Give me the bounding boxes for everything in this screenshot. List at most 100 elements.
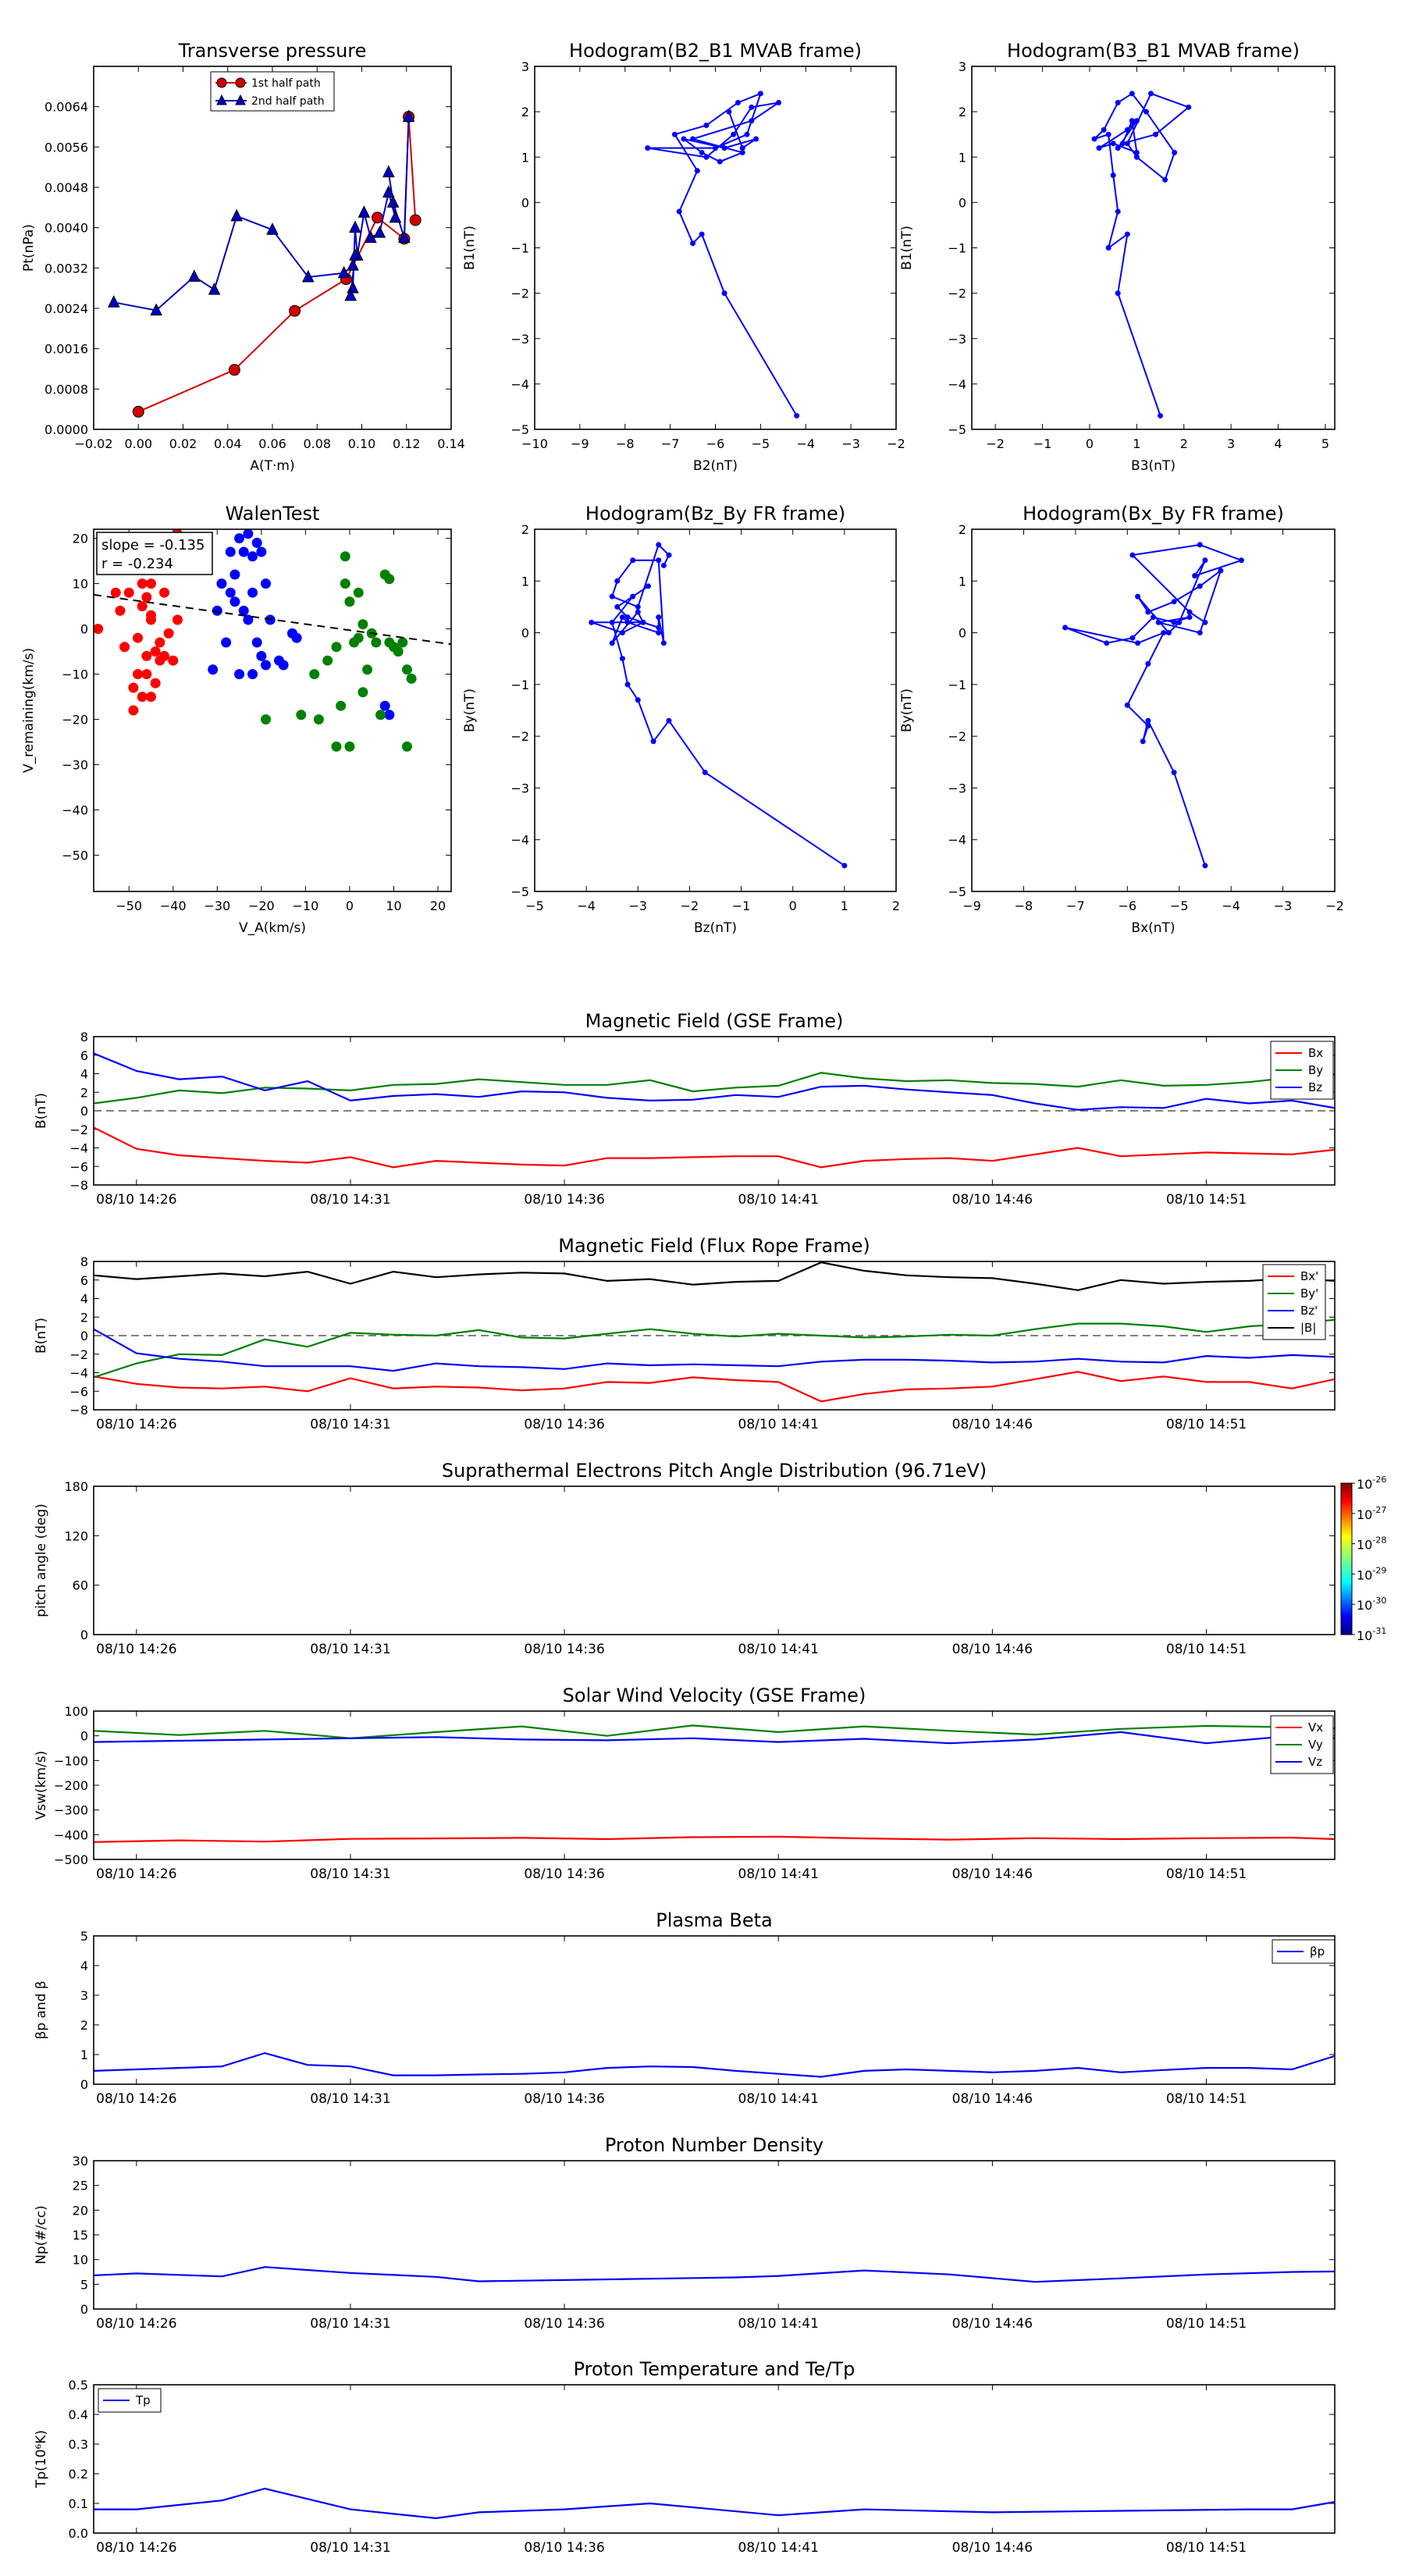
x-tick-label: −10: [521, 436, 548, 451]
y-tick-label: 10: [73, 2253, 88, 2268]
data-point: [132, 405, 144, 418]
y-tick-label: 0.3: [69, 2437, 88, 2452]
legend: Bx By Bz: [1270, 1041, 1334, 1100]
y-tick-label: −3: [948, 332, 966, 347]
hodogram-line: [647, 92, 798, 417]
chart-title: Magnetic Field (Flux Rope Frame): [558, 1235, 870, 1257]
data-point: [375, 710, 386, 720]
data-point: [402, 109, 415, 123]
y-axis-label: Tp(10⁶K): [34, 2430, 49, 2489]
y-tick-label: −2: [510, 729, 529, 744]
y-tick-label: −200: [54, 1778, 88, 1793]
legend: Tp: [98, 2388, 162, 2413]
data-point: [703, 123, 710, 129]
x-tick-label: 0.12: [393, 436, 421, 451]
data-point: [1145, 660, 1151, 667]
y-tick-label: −2: [69, 1123, 88, 1137]
data-point: [331, 642, 342, 653]
data-point: [243, 529, 254, 539]
data-point: [155, 655, 165, 666]
data-point: [1171, 619, 1177, 625]
data-point: [640, 619, 646, 625]
y-tick-label: −500: [54, 1852, 88, 1867]
x-tick-label: −3: [1274, 898, 1293, 913]
x-tick-label: −9: [571, 436, 589, 451]
panel-h4: Hodogram(Bx_By FR frame)−5−4−3−2−1012−9−…: [899, 503, 1344, 936]
colorbar-scale: [1340, 1482, 1353, 1635]
data-point: [251, 637, 262, 648]
data-point: [168, 655, 179, 666]
panel-tp: Proton Temperature and Te/Tp 0.0 0.1 0.2 0.3…: [34, 2358, 1336, 2556]
data-point: [1110, 141, 1116, 147]
y-tick-label: 0.0: [69, 2526, 88, 2541]
data-point: [401, 741, 412, 752]
x-tick-label: −6: [706, 436, 725, 451]
data-point: [1162, 176, 1168, 183]
data-point: [384, 637, 395, 648]
data-point: [172, 614, 183, 625]
x-tick-label: −20: [248, 898, 275, 913]
legend-label: |B|: [1300, 1321, 1316, 1335]
data-point: [229, 596, 240, 607]
x-tick-label: −3: [628, 898, 647, 913]
data-point: [614, 578, 621, 584]
y-tick-label: 4: [80, 1292, 88, 1307]
data-point: [386, 195, 400, 208]
data-point: [753, 136, 759, 142]
data-point: [234, 669, 245, 680]
x-tick-label: 08/10 14:51: [1166, 1417, 1247, 1432]
data-point: [322, 655, 333, 666]
chart-title: Hodogram(B3_B1 MVAB frame): [1007, 40, 1300, 62]
series-Bz': [94, 1328, 1335, 1372]
x-tick-label: −50: [116, 898, 142, 913]
colorbar-label: 10-30: [1357, 1596, 1386, 1613]
series-Vx: [94, 1835, 1335, 1843]
y-tick-label: 2: [959, 105, 966, 119]
series-Bx: [94, 1126, 1335, 1169]
y-tick-label: 2: [959, 522, 966, 537]
plot-frame: [534, 528, 897, 892]
y-tick-label: 4: [80, 1959, 88, 1973]
y-tick-label: 3: [959, 59, 966, 74]
colorbar-label: 10-31: [1357, 1626, 1386, 1643]
x-tick-label: 08/10 14:26: [96, 1642, 176, 1657]
data-point: [671, 131, 678, 137]
x-tick-label: 08/10 14:46: [952, 2091, 1033, 2107]
data-point: [340, 578, 350, 589]
chart-title: Transverse pressure: [178, 40, 367, 62]
data-point: [309, 669, 320, 680]
legend-label: Bz': [1300, 1304, 1318, 1318]
data-point: [1110, 173, 1116, 178]
series-By': [94, 1318, 1335, 1379]
chart-title: Magnetic Field (GSE Frame): [585, 1010, 844, 1032]
y-tick-label: −4: [948, 377, 966, 392]
x-tick-label: 08/10 14:36: [524, 1866, 604, 1882]
data-point: [1186, 104, 1192, 110]
colorbar-label: 10-27: [1357, 1505, 1386, 1522]
series-Vy: [94, 1724, 1335, 1739]
x-tick-label: 08/10 14:36: [524, 2316, 604, 2332]
data-point: [717, 158, 723, 165]
data-point: [384, 710, 395, 720]
data-point: [676, 208, 682, 215]
data-point: [660, 640, 667, 646]
panel-h3: Hodogram(Bz_By FR frame) −5 −4 −3 −2 −1 0 1 2 −5 −…: [462, 503, 900, 936]
series-βp: [94, 2051, 1335, 2078]
y-tick-label: −6: [69, 1159, 88, 1174]
data-point: [699, 231, 705, 237]
data-point: [208, 664, 219, 675]
y-tick-label: 100: [64, 1704, 88, 1719]
colorbar-exponent: -31: [1372, 1626, 1386, 1636]
series-Bz: [94, 1052, 1335, 1111]
y-tick-label: 8: [80, 1030, 88, 1044]
data-point: [401, 664, 412, 675]
data-point: [398, 230, 411, 244]
x-axis-label: A(T·m): [250, 458, 294, 474]
y-tick-label: 0: [80, 1628, 88, 1642]
data-point: [609, 619, 615, 625]
data-point: [353, 587, 364, 598]
data-point: [340, 551, 350, 562]
data-point: [1101, 126, 1107, 133]
y-tick-label: 3: [80, 1988, 88, 2003]
data-point: [141, 592, 152, 603]
